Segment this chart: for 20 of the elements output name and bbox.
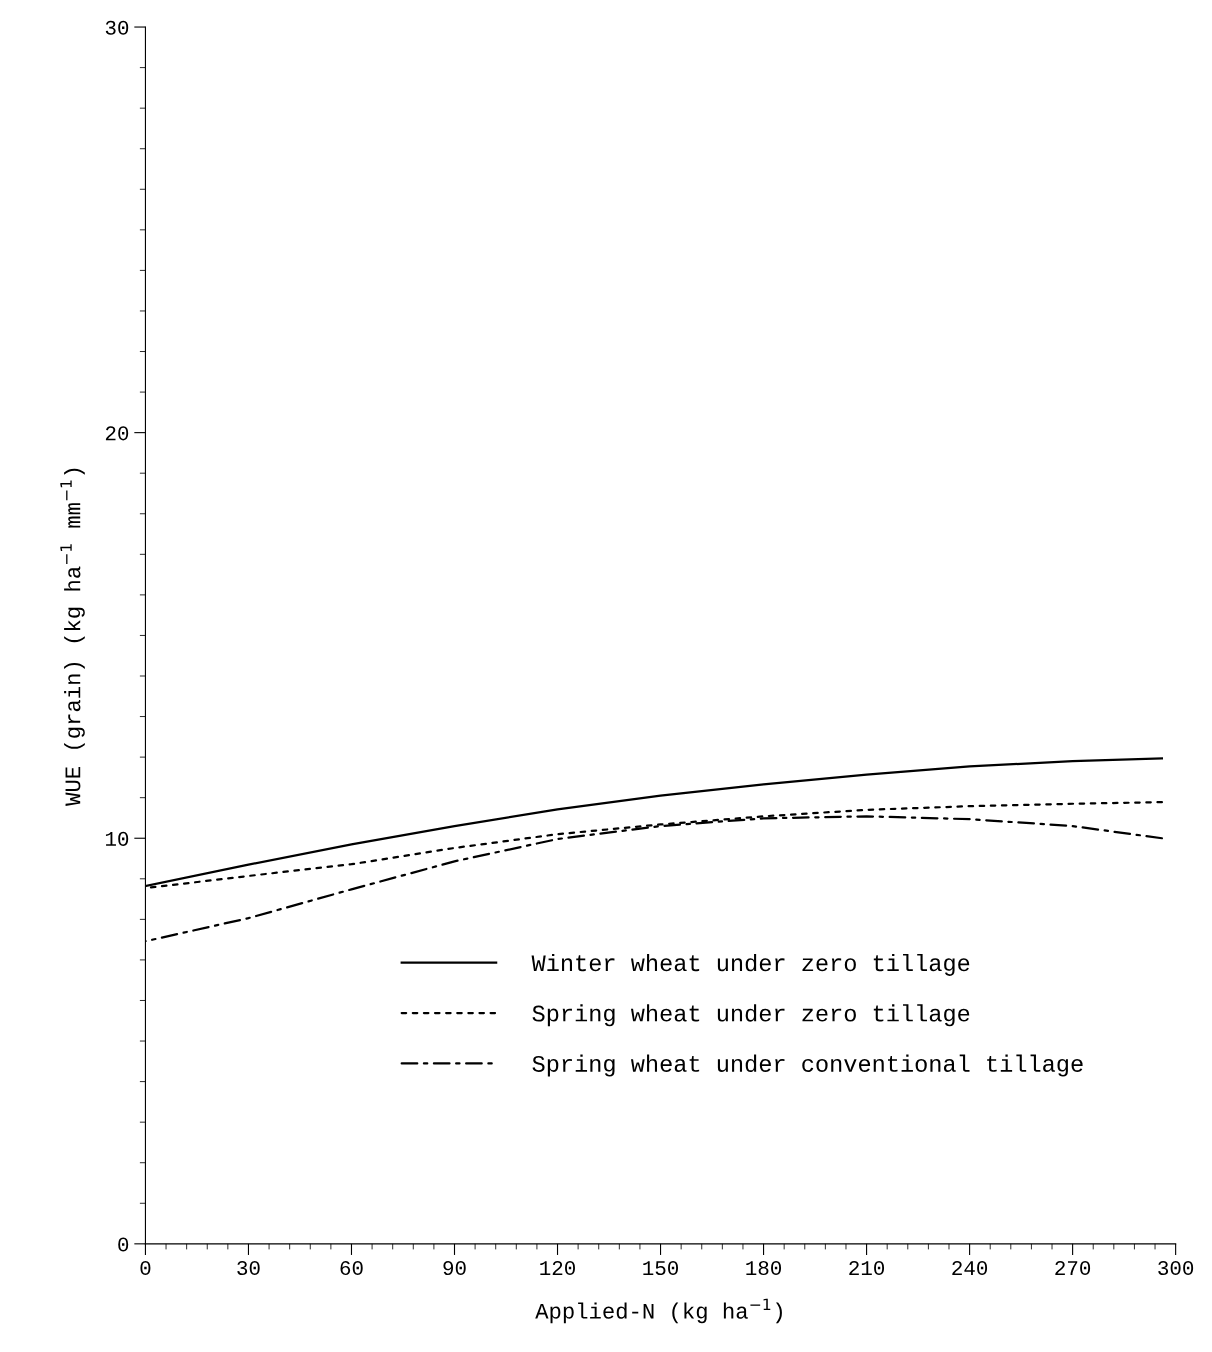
y-tick-label: 0 [118,1237,129,1252]
y-tick-label: 20 [105,426,129,441]
legend-label: Spring wheat under zero tillage [532,1004,970,1027]
x-tick-label: 180 [746,1260,782,1276]
x-tick-label: 60 [340,1260,363,1276]
x-tick-label: 90 [443,1260,466,1276]
x-tick-label: 120 [540,1260,575,1276]
x-tick-label: 0 [140,1260,151,1276]
legend-label: Winter wheat under zero tillage [531,953,970,976]
y-axis-title: WUE (grain) (kg ha$^{−1}$ mm$^{−1}$) [60,468,85,806]
x-tick-label: 30 [237,1260,260,1276]
x-tick-label: 150 [643,1260,679,1276]
y-tick-label: 10 [105,831,129,846]
x-tick-label: 210 [849,1260,885,1276]
x-axis-title: Applied-N (kg ha$^{−1}$) [535,1298,782,1324]
x-tick-label: 300 [1158,1260,1194,1276]
x-tick-label: 270 [1055,1260,1091,1276]
x-tick-label: 240 [952,1260,988,1276]
legend-label: Spring wheat under conventional tillage [532,1054,1083,1077]
y-tick-label: 30 [105,20,129,35]
